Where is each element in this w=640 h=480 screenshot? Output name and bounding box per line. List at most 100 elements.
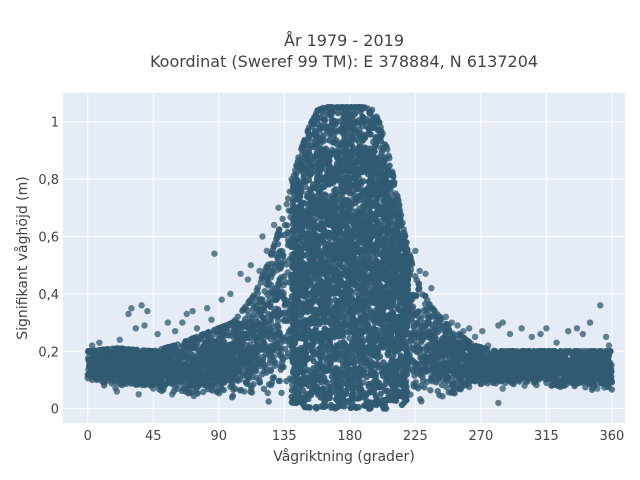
data-point <box>149 378 157 385</box>
data-point <box>172 375 179 382</box>
data-point <box>167 358 175 365</box>
data-point <box>542 352 549 359</box>
data-point <box>132 354 140 362</box>
data-point <box>514 364 521 371</box>
data-point <box>558 381 565 388</box>
data-point <box>586 355 593 363</box>
data-point <box>130 371 137 379</box>
data-point <box>118 379 125 387</box>
data-point <box>114 352 122 360</box>
data-point <box>424 358 431 365</box>
data-point <box>432 326 439 334</box>
data-point <box>556 359 563 367</box>
data-point <box>185 390 192 397</box>
data-points <box>84 104 616 412</box>
data-point <box>260 385 268 393</box>
data-point <box>281 296 288 303</box>
data-point <box>238 338 245 346</box>
data-point <box>412 360 419 367</box>
data-point <box>283 222 291 229</box>
data-point <box>256 376 263 384</box>
data-point <box>601 370 609 377</box>
data-point <box>508 369 516 376</box>
data-point <box>415 333 423 340</box>
data-point <box>278 389 285 397</box>
data-point <box>270 269 277 276</box>
data-point <box>423 307 431 314</box>
data-point <box>442 374 449 381</box>
data-point <box>591 348 598 355</box>
data-point <box>211 340 218 347</box>
data-point <box>412 345 420 353</box>
data-point <box>248 389 256 396</box>
data-point <box>279 363 286 370</box>
data-point <box>266 343 274 350</box>
data-point <box>520 356 527 363</box>
data-point <box>180 370 187 377</box>
data-point <box>195 359 202 367</box>
data-point <box>446 328 453 335</box>
data-point <box>246 370 254 378</box>
data-point <box>421 352 428 359</box>
data-point <box>157 380 165 388</box>
data-point <box>264 389 271 397</box>
data-point <box>262 350 270 358</box>
data-point <box>414 319 421 327</box>
data-point <box>245 299 252 307</box>
data-point <box>268 260 276 268</box>
data-point <box>507 360 514 367</box>
data-point <box>242 315 249 323</box>
data-point <box>455 384 463 391</box>
data-point <box>135 379 143 386</box>
data-point <box>428 321 436 329</box>
data-point <box>477 344 484 351</box>
data-point <box>549 356 556 364</box>
data-point <box>275 377 283 385</box>
data-point <box>267 299 274 306</box>
data-point <box>193 344 201 351</box>
data-point <box>467 351 474 358</box>
data-point <box>218 385 226 393</box>
data-point <box>274 322 281 330</box>
data-point <box>269 374 277 382</box>
data-point <box>421 384 428 391</box>
data-point <box>260 315 267 322</box>
data-point <box>267 381 275 389</box>
data-point <box>489 379 497 387</box>
data-point <box>278 354 285 361</box>
data-point <box>519 372 526 379</box>
data-point <box>423 378 431 386</box>
data-point <box>410 380 417 388</box>
data-point <box>243 380 251 387</box>
data-point <box>247 318 254 325</box>
data-point <box>234 313 242 320</box>
data-point <box>448 334 456 342</box>
data-point <box>427 366 435 373</box>
data-point <box>268 287 276 295</box>
data-point <box>437 360 444 368</box>
data-point <box>163 369 170 377</box>
data-point <box>433 343 440 351</box>
data-point <box>274 339 281 347</box>
data-point <box>413 367 421 375</box>
data-point <box>199 388 207 396</box>
data-point <box>283 200 290 208</box>
data-point <box>283 261 290 268</box>
data-point <box>421 292 429 300</box>
data-point <box>94 375 102 382</box>
data-point <box>190 392 197 400</box>
data-point <box>205 329 212 336</box>
data-point <box>555 368 562 375</box>
data-point <box>283 377 290 385</box>
data-point <box>232 332 239 340</box>
data-point <box>231 385 239 392</box>
data-point <box>434 388 441 395</box>
data-point <box>209 387 216 394</box>
data-point <box>451 390 458 397</box>
data-point <box>261 307 268 314</box>
data-point <box>279 215 286 223</box>
data-point <box>261 288 268 295</box>
data-point <box>261 344 268 352</box>
data-point <box>204 351 211 359</box>
